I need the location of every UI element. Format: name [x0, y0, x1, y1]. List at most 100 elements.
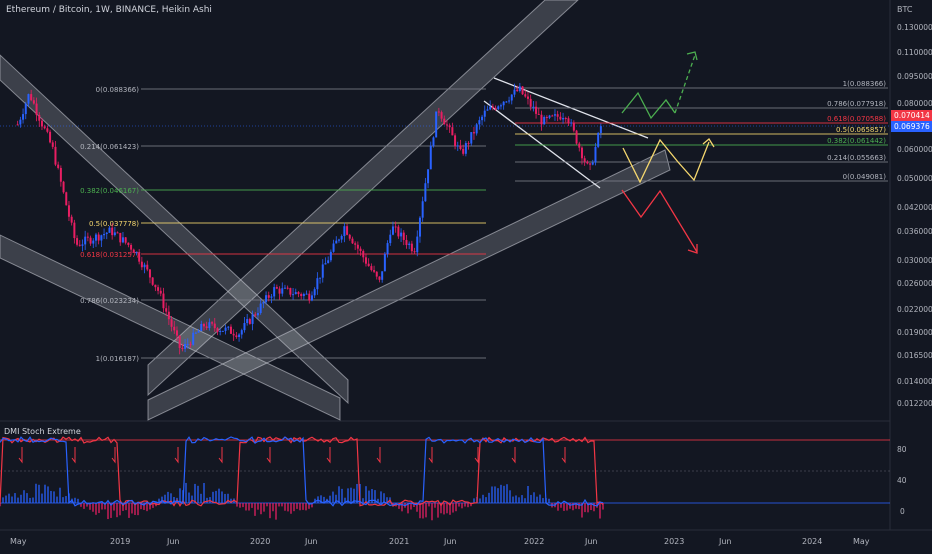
candle-body: [175, 330, 178, 336]
candle-body: [105, 232, 108, 234]
candle-body: [410, 243, 413, 252]
candle-body: [289, 287, 292, 295]
candle-body: [513, 89, 516, 95]
candle-body: [435, 111, 438, 138]
channel-ascending-long[interactable]: [147, 149, 671, 421]
candle-body: [194, 332, 197, 334]
candle-body: [184, 343, 187, 349]
channel-descending-lower[interactable]: [0, 234, 341, 421]
symbol-title[interactable]: Ethereum / Bitcoin, 1W, BINANCE, Heikin …: [6, 5, 212, 15]
fib-left-level-label: 0.786(0.023234): [80, 297, 139, 305]
candle-body: [305, 293, 308, 295]
fib-right-level-label: 0.786(0.077918): [827, 100, 886, 108]
arrow-red-path[interactable]: [621, 189, 698, 253]
candle-body: [599, 126, 602, 133]
candle-body: [167, 311, 170, 320]
stoch-blue-line: [0, 436, 604, 507]
candle-body: [378, 276, 381, 280]
candle-body: [578, 143, 581, 148]
candle-body: [235, 335, 238, 338]
candle-body: [300, 294, 303, 297]
candle-body: [397, 226, 400, 237]
candle-body: [316, 278, 319, 290]
candle-body: [443, 118, 446, 125]
indicator-pane[interactable]: 80 40 0: [0, 436, 907, 521]
channel-ascending-steep[interactable]: [147, 0, 579, 397]
ind-level-80: 80: [897, 445, 907, 454]
candle-body: [157, 287, 160, 291]
arrow-yellow-path[interactable]: [622, 138, 710, 184]
arrow-green-path[interactable]: [621, 91, 676, 120]
candle-body: [73, 222, 76, 239]
price-tick-label: 0.080000: [897, 99, 932, 108]
candle-body: [243, 322, 246, 331]
candle-body: [324, 263, 327, 265]
candle-body: [16, 124, 19, 126]
candle-body: [432, 137, 435, 146]
candle-body: [556, 114, 559, 117]
price-tick-label: 0.050000: [897, 174, 932, 183]
price-tick-label: 0.036000: [897, 227, 932, 236]
candle-body: [437, 111, 440, 113]
fib-retracement-left[interactable]: 0(0.088366) 0.214(0.061423) 0.382(0.046167…: [80, 86, 486, 363]
price-tick-label: 0.026000: [897, 279, 932, 288]
candle-body: [543, 116, 546, 125]
candle-body: [502, 101, 505, 106]
candle-body: [270, 296, 273, 298]
candle-body: [526, 96, 529, 99]
fib-right-level-label: 1(0.088366): [843, 80, 887, 88]
price-tag-blue: 0.069376: [891, 121, 932, 132]
candle-body: [472, 132, 475, 134]
candle-body: [535, 106, 538, 114]
candle-body: [127, 242, 130, 245]
channels: [0, 0, 671, 421]
candle-body: [413, 251, 416, 253]
time-tick-label: Jun: [718, 537, 732, 546]
candle-body: [259, 303, 262, 314]
candle-body: [351, 238, 354, 244]
candle-body: [494, 107, 497, 110]
price-tick-label: 0.019000: [897, 328, 932, 337]
indicator-title[interactable]: DMI Stoch Extreme: [4, 427, 81, 436]
candle-body: [421, 201, 424, 218]
candle-body: [78, 244, 81, 246]
candle-body: [281, 288, 284, 294]
currency-label: BTC: [897, 5, 913, 14]
candle-body: [219, 331, 222, 333]
fib-retracement-right[interactable]: 1(0.088366) 0.786(0.077918) 0.618(0.070588…: [515, 80, 888, 182]
candle-body: [383, 253, 386, 272]
price-tick-label: 0.012200: [897, 399, 932, 408]
projection-arrows[interactable]: [621, 51, 715, 254]
candle-body: [564, 117, 567, 119]
candle-body: [489, 106, 492, 110]
candle-body: [583, 158, 586, 162]
candle-body: [321, 264, 324, 278]
candle-body: [319, 277, 322, 279]
candle-body: [138, 252, 141, 262]
candle-body: [124, 237, 127, 243]
fib-right-level-label: 0.618(0.070588): [827, 115, 886, 123]
time-axis[interactable]: May 2019 Jun 2020 Jun 2021 Jun 2022 Jun 2023 Jun 20…: [10, 537, 870, 546]
price-tick-label: 0.095000: [897, 72, 932, 81]
candle-body: [43, 126, 46, 129]
candle-body: [391, 226, 394, 235]
candle-body: [108, 227, 111, 233]
time-tick-label: Jun: [166, 537, 180, 546]
time-tick-label: 2020: [250, 537, 270, 546]
candle-body: [354, 243, 357, 245]
candle-body: [467, 143, 470, 145]
candle-body: [119, 232, 122, 243]
arrow-green-dashed[interactable]: [674, 54, 696, 114]
candle-body: [275, 287, 278, 289]
candle-body: [211, 322, 214, 324]
candle-body: [356, 244, 359, 249]
fib-left-level-label: 0.618(0.031257): [80, 251, 139, 259]
candle-body: [367, 263, 370, 267]
candle-body: [329, 251, 332, 261]
channel-descending-upper[interactable]: [0, 54, 349, 405]
candle-body: [205, 326, 208, 329]
candle-body: [524, 94, 527, 97]
arrow-red-head: [687, 244, 698, 254]
